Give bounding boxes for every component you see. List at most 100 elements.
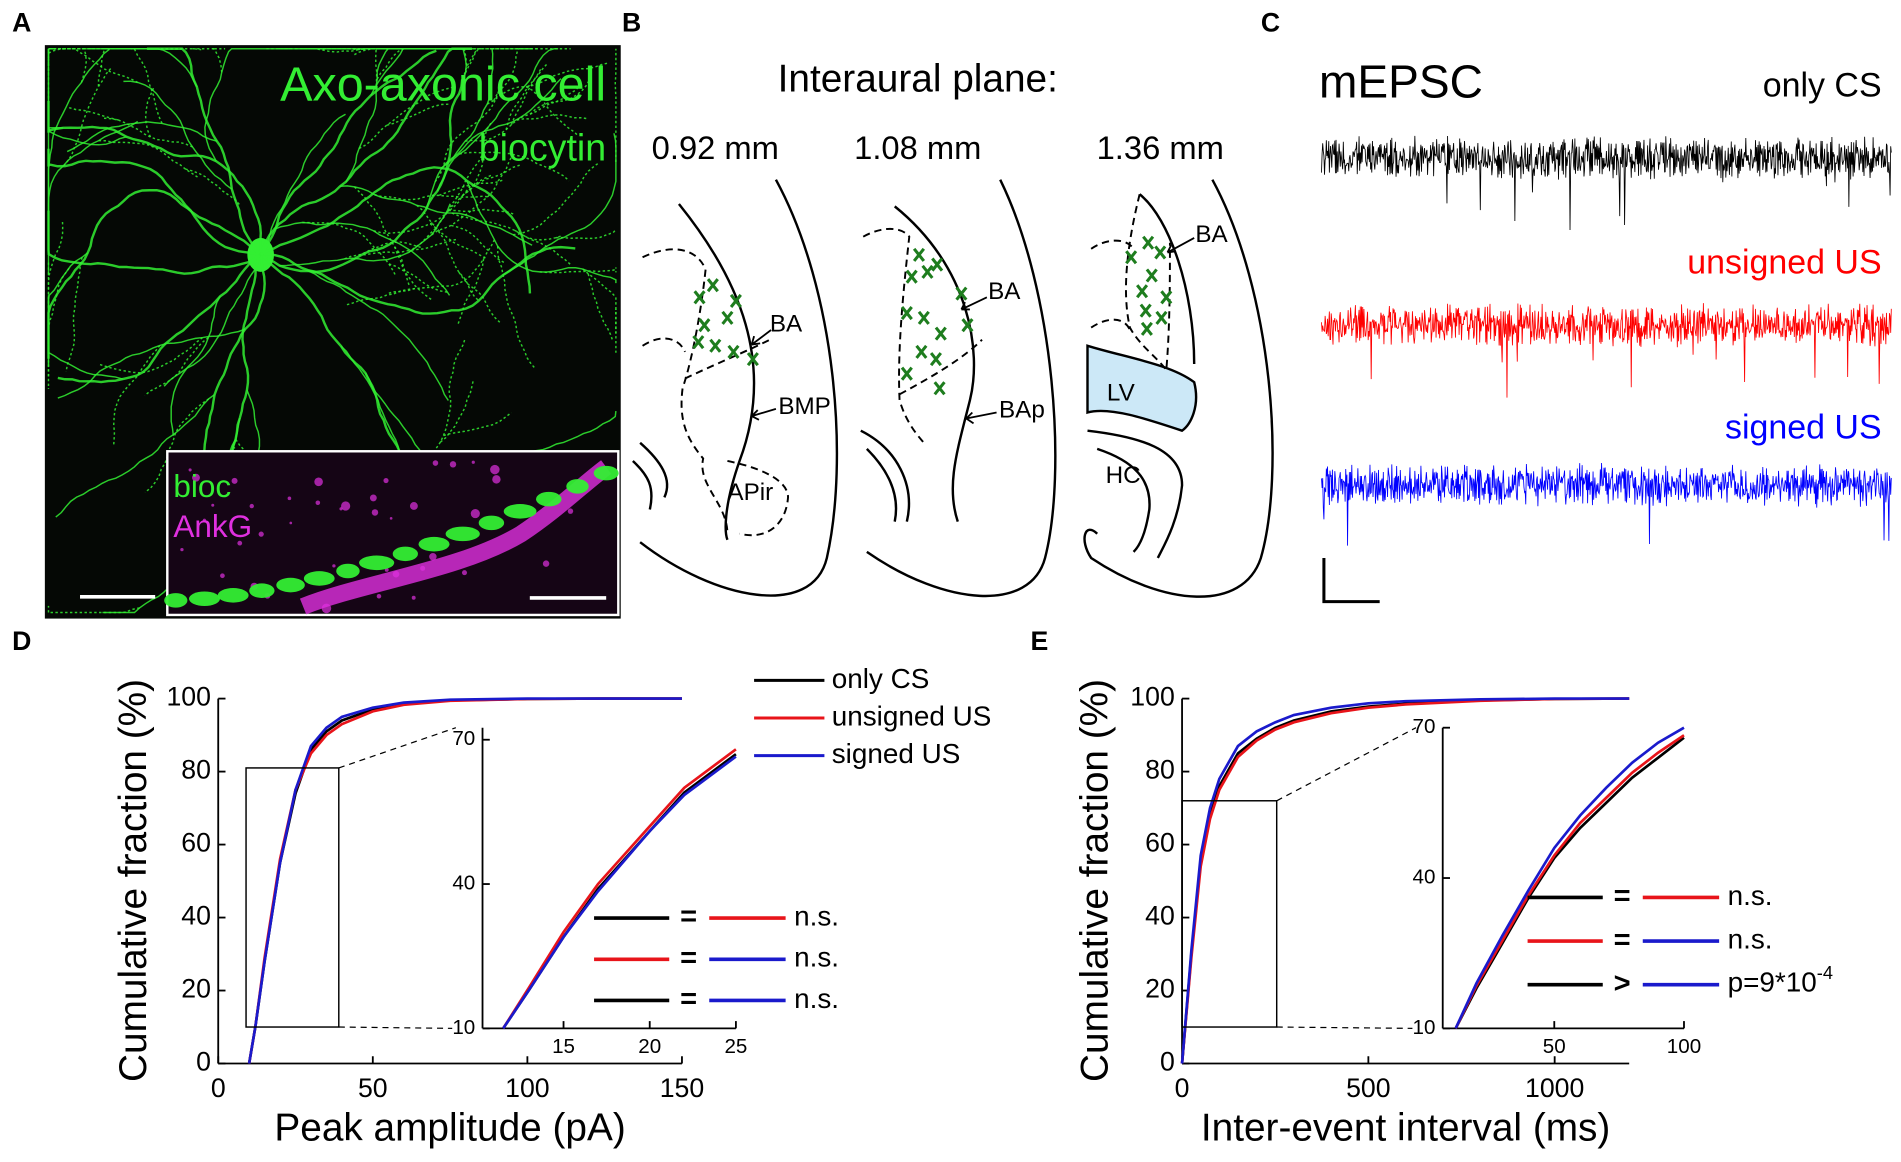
- zoom-box: [245, 767, 340, 1028]
- y-tick-label: 0: [196, 1047, 211, 1077]
- region-boundary: [862, 227, 925, 444]
- y-axis-label: Cumulative fraction (%): [112, 679, 155, 1082]
- site-marker: [746, 352, 759, 367]
- section-outline: [632, 460, 653, 510]
- bouton: [392, 546, 418, 562]
- bouton: [418, 536, 450, 552]
- panel-title: mEPSC: [1319, 55, 1483, 107]
- atlas-sections: Interaural plane: 0.92 mm 1.08 mm 1.36 m…: [632, 58, 1274, 598]
- x-tick-label: 20: [638, 1035, 661, 1058]
- cumulative-line: [1180, 697, 1630, 1064]
- region-boundary: [684, 338, 771, 380]
- dendrite: [65, 257, 83, 372]
- bouton: [276, 577, 305, 593]
- scale-bar: [1322, 557, 1380, 604]
- site-marker: [727, 344, 740, 359]
- dendrite: [204, 48, 293, 162]
- comparison-symbol: =: [680, 983, 697, 1015]
- region-boundary: [899, 339, 983, 396]
- arrow: [751, 407, 777, 421]
- puncta: [287, 496, 292, 501]
- micrograph: Axo-axonic cell biocytin bioc AnkG: [44, 45, 621, 619]
- dendrite: [458, 271, 501, 323]
- trace: [1321, 135, 1892, 231]
- legend-label: only CS: [832, 663, 930, 694]
- y-tick-label: 80: [181, 755, 211, 785]
- dendrite: [439, 378, 475, 443]
- image-title: Axo-axonic cell: [280, 57, 606, 111]
- bouton: [566, 479, 589, 494]
- comparison-result: n.s.: [1728, 880, 1773, 911]
- dendrite: [510, 62, 549, 126]
- comparison-symbol: =: [680, 901, 697, 933]
- cumulative-line: [502, 755, 737, 1030]
- x-tick-label: 50: [1543, 1035, 1566, 1058]
- puncta: [249, 503, 254, 509]
- puncta: [369, 494, 377, 502]
- x-tick-label: 25: [724, 1035, 747, 1058]
- puncta: [471, 460, 475, 464]
- dendrite: [370, 48, 475, 96]
- trace-label: signed US: [1725, 408, 1882, 446]
- section-outline: [1096, 447, 1151, 553]
- dendrite: [464, 48, 526, 73]
- puncta: [449, 461, 457, 468]
- site-marker: [955, 286, 968, 301]
- comparison-symbol: =: [1614, 880, 1631, 912]
- puncta: [432, 460, 439, 466]
- site-marker: [1142, 235, 1155, 250]
- dendrite: [144, 87, 155, 138]
- x-tick-label: 0: [211, 1073, 226, 1103]
- y-tick-label: 100: [166, 682, 210, 712]
- x-tick-label: 100: [1667, 1035, 1701, 1058]
- cumulative-line: [1454, 734, 1685, 1029]
- site-marker: [929, 352, 942, 367]
- y-tick-label: 0: [1160, 1047, 1175, 1077]
- y-tick-label: 40: [181, 901, 211, 931]
- dendrite: [555, 229, 617, 240]
- result-text: p=9*10: [1728, 967, 1817, 998]
- dendrite: [512, 161, 601, 236]
- dendrite: [146, 47, 262, 256]
- dendrite: [57, 253, 262, 384]
- dendrite: [344, 238, 459, 260]
- site-marker: [921, 264, 934, 279]
- y-tick-label: 70: [452, 727, 475, 750]
- puncta: [211, 503, 215, 507]
- comparison-result: n.s.: [794, 942, 839, 973]
- dendrite: [273, 221, 451, 296]
- region-boundary: [727, 460, 790, 537]
- dendrite: [185, 168, 240, 205]
- dendrite: [416, 204, 481, 303]
- traces: [1321, 135, 1892, 546]
- puncta: [220, 573, 225, 579]
- y-tick-label: 10: [1413, 1016, 1436, 1039]
- dendrite: [587, 273, 614, 342]
- region-boundary: [642, 337, 686, 353]
- dendrite: [307, 270, 449, 401]
- site-marker: [905, 269, 918, 284]
- region-boundary: [1090, 239, 1135, 250]
- bouton: [445, 526, 480, 542]
- region-label: BA: [770, 311, 803, 338]
- y-tick-label: 40: [452, 871, 475, 894]
- ventricle: [1086, 344, 1198, 433]
- dendrite: [393, 246, 432, 300]
- comparison-result: p=9*10-4: [1728, 963, 1833, 998]
- puncta: [258, 531, 264, 537]
- site-marker: [706, 278, 719, 293]
- region-label: BA: [1195, 221, 1228, 248]
- puncta: [231, 477, 238, 484]
- panel-title: Interaural plane:: [778, 58, 1058, 101]
- arrow: [750, 329, 772, 346]
- region-label: BA: [988, 278, 1021, 305]
- puncta: [411, 595, 416, 600]
- dendrite: [486, 62, 610, 105]
- dendrite: [516, 114, 589, 121]
- panel-label: A: [12, 8, 31, 38]
- dendrite: [128, 48, 163, 124]
- section-outline: [639, 441, 669, 498]
- cumulative-line: [502, 753, 737, 1030]
- puncta: [202, 518, 206, 522]
- dendrite: [448, 208, 514, 215]
